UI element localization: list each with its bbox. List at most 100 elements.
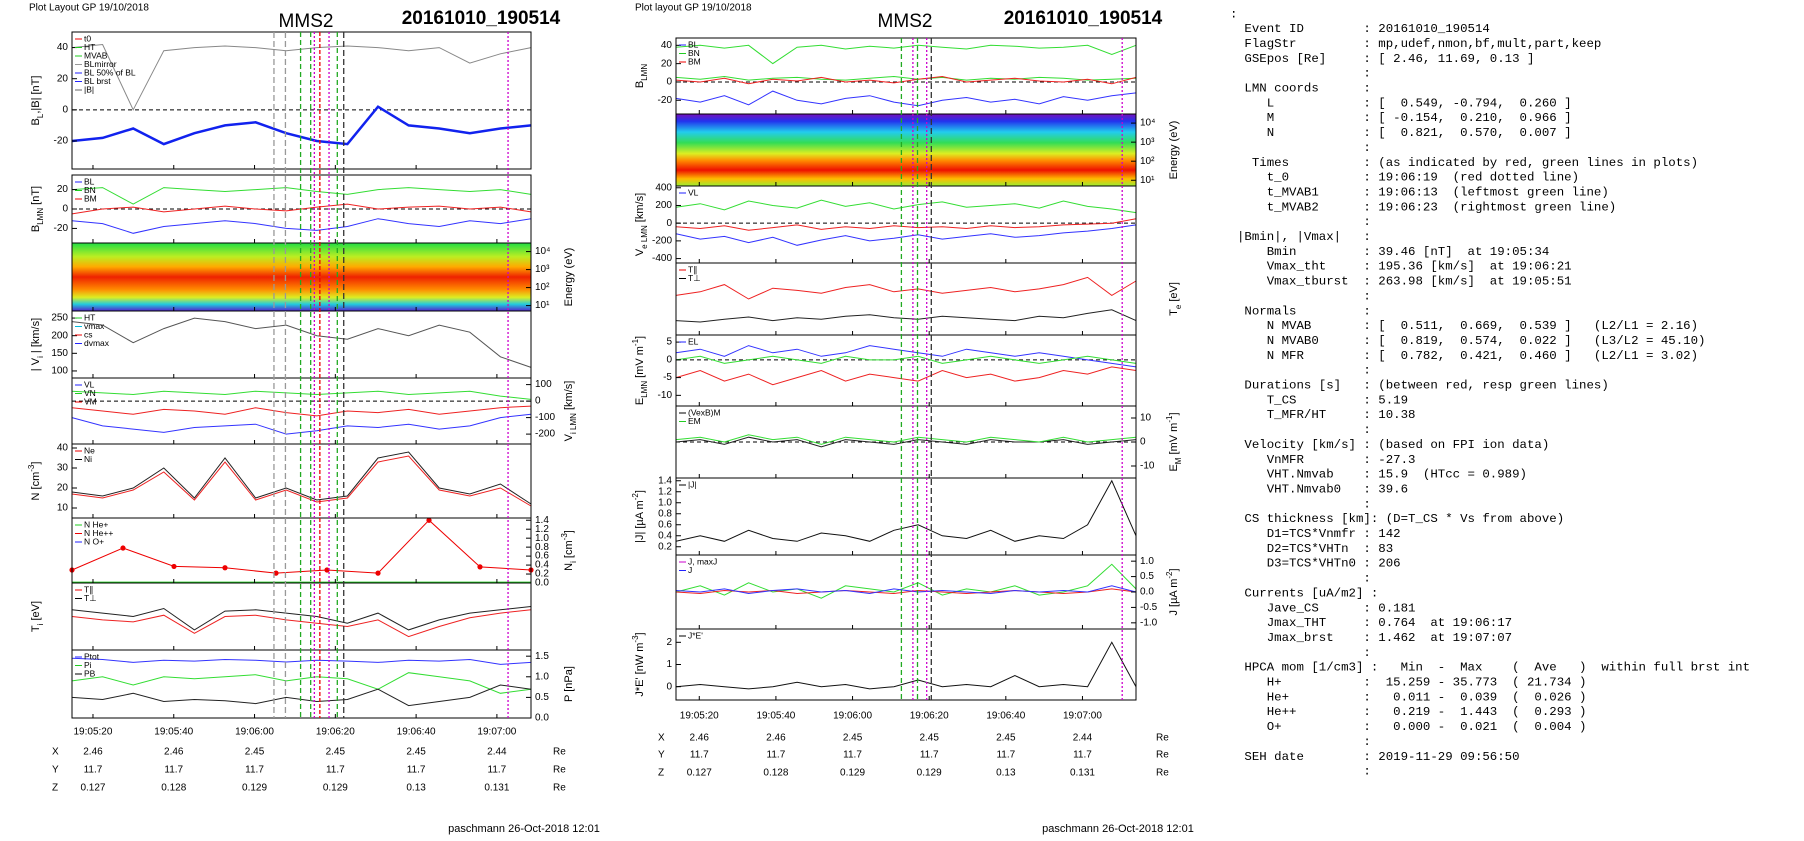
- x-tick-label: 19:05:20: [74, 727, 113, 738]
- y-axis-label: Vi LMN [km/s]: [563, 381, 578, 442]
- table-cell: 0.13: [996, 768, 1016, 779]
- y-tick-label: 1.2: [658, 486, 672, 497]
- listing-line: t_0 : 19:06:19 (red dotted line): [1237, 171, 1579, 185]
- legend-entry: VN: [84, 388, 96, 398]
- x-tick-label: 19:05:40: [756, 711, 795, 722]
- listing-line: :: [1237, 67, 1371, 81]
- legend-entry: BM: [84, 193, 97, 203]
- y-tick-label: 10³: [535, 264, 550, 275]
- table-cell: 11.7: [326, 765, 345, 776]
- table-cell: 2.46: [83, 747, 103, 758]
- y-tick-label: 5: [666, 337, 672, 348]
- trace-marker: [171, 563, 177, 570]
- panel-frame: [71, 649, 532, 719]
- table-cell: 2.45: [919, 733, 939, 744]
- trace: [675, 366, 1137, 386]
- listing-line: Vmax_tburst : 263.98 [km/s] at 19:05:51: [1237, 275, 1572, 289]
- table-cell: 11.7: [843, 750, 862, 761]
- y-tick-label: 20: [57, 184, 69, 195]
- y-axis-label: P [nPa]: [563, 666, 575, 702]
- table-cell: Re: [1156, 733, 1169, 744]
- y-tick-label: 10⁴: [1140, 118, 1155, 129]
- y-tick-label: -0.5: [1140, 602, 1158, 613]
- legend-entry: BL: [84, 176, 95, 186]
- listing-line: Durations [s] : (between red, resp green…: [1237, 379, 1609, 393]
- y-axis-label-part: V: [563, 433, 575, 441]
- legend-entry: J, maxJ: [688, 556, 717, 566]
- y-axis-label-part: -1: [631, 338, 640, 346]
- y-tick-label: 1.0: [535, 533, 549, 544]
- trace: [675, 309, 1137, 323]
- listing-line: GSEpos [Re] : [ 2.46, 11.69, 0.13 ]: [1237, 52, 1534, 66]
- panel-frame: [675, 628, 1137, 701]
- panel-frame: [675, 37, 1137, 115]
- y-tick-label: 0.4: [535, 560, 549, 571]
- y-axis-label: J*E' [nW m-3]: [631, 632, 646, 696]
- y-tick-label: 150: [51, 348, 68, 359]
- y-tick-label: 0: [62, 104, 68, 115]
- panel: Ti [eV] T∥T⊥: [30, 582, 532, 651]
- trace: [71, 657, 532, 665]
- y-tick-label: -20: [54, 136, 69, 147]
- y-tick-label: -200: [535, 429, 555, 440]
- y-axis-label-part: ]: [30, 462, 42, 465]
- legend-entry: EM: [688, 416, 701, 426]
- y-tick-label: 40: [57, 42, 69, 53]
- y-axis-label-part: ]: [634, 490, 646, 493]
- y-tick-label: -20: [658, 95, 673, 106]
- y-axis-label-part: V: [634, 248, 646, 256]
- y-axis-label: BL,|B| [nT]: [30, 76, 45, 126]
- panel-frame: [675, 262, 1137, 336]
- listing-line: CS thickness [km]: (D=T_CS * Vs from abo…: [1237, 512, 1564, 526]
- y-axis-label-part: -2: [631, 493, 640, 501]
- legend-entry: Ne: [84, 445, 95, 455]
- y-axis-label: |J| [µA m-2]: [631, 490, 646, 543]
- y-axis-label-part: [km/s]: [634, 193, 646, 225]
- legend-entry: Pi: [84, 660, 92, 670]
- trace: [675, 355, 1137, 364]
- y-tick-label: 10: [57, 503, 69, 514]
- y-tick-label: 0: [535, 396, 541, 407]
- listing-line: :: [1237, 497, 1371, 511]
- y-tick-label: 0.0: [1140, 587, 1154, 598]
- y-tick-label: 30: [57, 463, 69, 474]
- y-axis-label-part: LMN: [640, 381, 649, 398]
- panel-frame: [71, 443, 532, 519]
- legend-entry: HT: [84, 312, 95, 322]
- table-cell: X: [52, 747, 59, 758]
- table-cell: 11.7: [996, 750, 1015, 761]
- trace: [675, 90, 1137, 107]
- panel: 100-10 EM [mV m-1](VexB)MEM: [675, 405, 1183, 479]
- y-axis-label-part: B: [30, 225, 42, 232]
- legend-entry: dvmax: [84, 338, 110, 348]
- y-tick-label: 100: [51, 366, 68, 377]
- table-cell: 2.44: [1073, 733, 1093, 744]
- trace-marker: [120, 545, 126, 551]
- y-axis-label: BLMN: [634, 64, 649, 88]
- listing-line: Velocity [km/s] : (based on FPI ion data…: [1237, 438, 1549, 452]
- y-axis-label-part: [eV]: [30, 601, 42, 624]
- table-cell: 11.7: [488, 765, 507, 776]
- table-cell: 2.45: [843, 733, 863, 744]
- legend-entry: BN: [84, 185, 96, 195]
- table-cell: Z: [52, 783, 58, 794]
- table-cell: 11.7: [920, 750, 939, 761]
- legend-entry: T⊥: [84, 593, 97, 603]
- plot-footer: paschmann 26-Oct-2018 12:01: [448, 823, 600, 835]
- y-axis-label-part: i: [36, 623, 45, 625]
- x-tick-label: 19:07:00: [1063, 711, 1102, 722]
- trace: [71, 455, 532, 507]
- y-axis-label: J [µA m-2]: [1165, 568, 1180, 615]
- table-cell: 0.131: [1070, 768, 1095, 779]
- y-axis-label-part: ]: [634, 632, 646, 635]
- y-axis-label-part: i: [36, 356, 45, 358]
- table-cell: 11.7: [245, 765, 264, 776]
- y-axis-label-part: J [µA m: [1168, 579, 1180, 616]
- listing-line: :: [1230, 7, 1237, 21]
- y-tick-label: 200: [51, 330, 68, 341]
